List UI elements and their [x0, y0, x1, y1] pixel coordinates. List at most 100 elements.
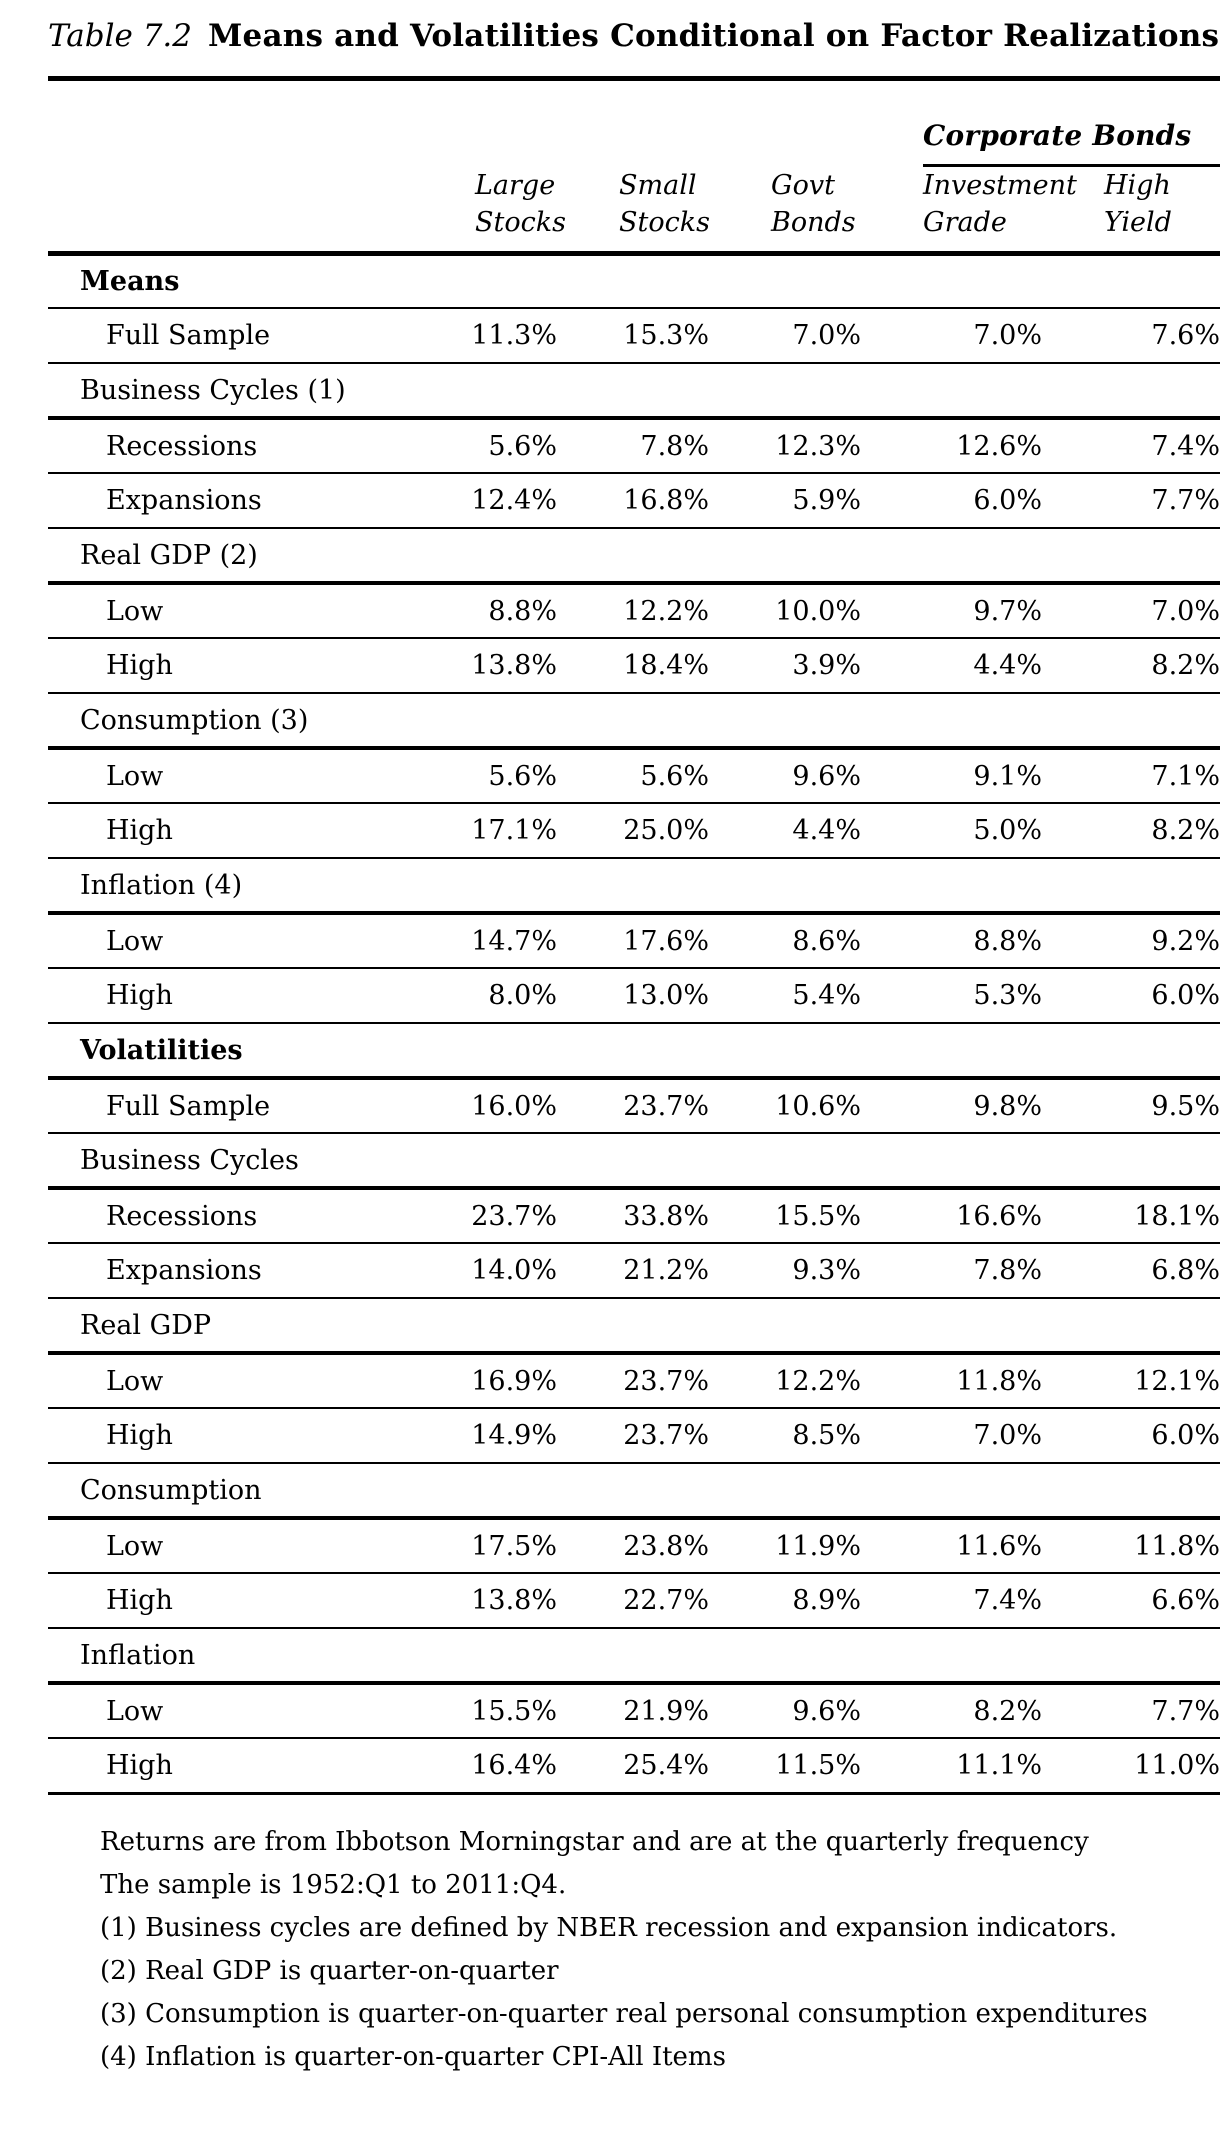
cell-value: 5.6% — [413, 418, 557, 474]
cell-value: 9.6% — [709, 1683, 861, 1739]
cell-value: 10.0% — [709, 583, 861, 639]
cell-value: 18.4% — [557, 638, 709, 694]
cell-value: 9.2% — [1042, 913, 1220, 969]
cell-value: 11.5% — [709, 1738, 861, 1795]
table-row-section: Volatilities — [48, 1023, 1220, 1080]
table-row-group: Real GDP — [48, 1298, 1220, 1355]
table-row-group: Inflation — [48, 1628, 1220, 1685]
cell-value: 17.1% — [413, 803, 557, 859]
cell-value: 11.6% — [861, 1518, 1042, 1574]
column-header-line2: Bonds — [771, 206, 856, 238]
row-label: Full Sample — [48, 1078, 413, 1134]
cell-value: 6.8% — [1042, 1243, 1220, 1299]
column-header-large-stocks: Large Stocks — [413, 166, 566, 256]
section-label: Means — [48, 253, 1220, 309]
cell-value: 11.3% — [413, 308, 557, 364]
cell-value: 15.5% — [709, 1188, 861, 1244]
cell-value: 7.0% — [861, 308, 1042, 364]
table-title-text: Means and Volatilities Conditional on Fa… — [208, 18, 1220, 54]
cell-value: 9.3% — [709, 1243, 861, 1299]
row-label: Expansions — [48, 473, 413, 529]
table-row-group: Inflation (4) — [48, 858, 1220, 915]
group-header-spacer — [48, 79, 861, 167]
cell-value: 8.5% — [709, 1408, 861, 1464]
table-row-data: Recessions 23.7% 33.8% 15.5% 16.6% 18.1% — [48, 1188, 1220, 1244]
cell-value: 7.8% — [557, 418, 709, 474]
group-label: Consumption (3) — [48, 693, 1220, 750]
column-header-line1: Govt — [771, 169, 835, 201]
column-header-line1: Small — [619, 169, 697, 201]
cell-value: 7.0% — [1042, 583, 1220, 639]
table-row-data: High 17.1% 25.0% 4.4% 5.0% 8.2% — [48, 803, 1220, 859]
row-label: High — [48, 803, 413, 859]
cell-value: 12.6% — [861, 418, 1042, 474]
row-label: Recessions — [48, 418, 413, 474]
cell-value: 5.0% — [861, 803, 1042, 859]
table-body: Means Full Sample 11.3% 15.3% 7.0% 7.0% 7.6% Bu… — [48, 253, 1220, 1795]
cell-value: 23.7% — [557, 1408, 709, 1464]
cell-value: 16.6% — [861, 1188, 1042, 1244]
row-label: High — [48, 1738, 413, 1795]
cell-value: 21.9% — [557, 1683, 709, 1739]
group-label: Inflation (4) — [48, 858, 1220, 915]
cell-value: 8.0% — [413, 968, 557, 1024]
row-label: High — [48, 1573, 413, 1629]
row-label: Low — [48, 583, 413, 639]
footnote-source: Returns are from Ibbotson Morningstar an… — [100, 1826, 1089, 1857]
cell-value: 14.7% — [413, 913, 557, 969]
table-row-data: Full Sample 11.3% 15.3% 7.0% 7.0% 7.6% — [48, 308, 1220, 364]
group-label: Inflation — [48, 1628, 1220, 1685]
table-row-data: High 13.8% 18.4% 3.9% 4.4% 8.2% — [48, 638, 1220, 694]
table-row-group: Business Cycles (1) — [48, 363, 1220, 420]
group-header-row: Corporate Bonds — [48, 79, 1220, 167]
table-row-data: Recessions 5.6% 7.8% 12.3% 12.6% 7.4% — [48, 418, 1220, 474]
group-label: Real GDP — [48, 1298, 1220, 1355]
cell-value: 12.4% — [413, 473, 557, 529]
cell-value: 25.0% — [557, 803, 709, 859]
table-title: Table 7.2 Means and Volatilities Conditio… — [48, 14, 1220, 58]
cell-value: 11.1% — [861, 1738, 1042, 1795]
cell-value: 9.8% — [861, 1078, 1042, 1134]
cell-value: 8.6% — [709, 913, 861, 969]
cell-value: 8.8% — [861, 913, 1042, 969]
table-number: Table 7.2 — [48, 18, 193, 54]
cell-value: 6.6% — [1042, 1573, 1220, 1629]
cell-value: 22.7% — [557, 1573, 709, 1629]
column-header-line2: Stocks — [475, 206, 566, 238]
cell-value: 15.5% — [413, 1683, 557, 1739]
cell-value: 7.0% — [709, 308, 861, 364]
cell-value: 33.8% — [557, 1188, 709, 1244]
row-label: Low — [48, 913, 413, 969]
column-header-line2: Stocks — [619, 206, 710, 238]
cell-value: 23.7% — [413, 1188, 557, 1244]
cell-value: 16.8% — [557, 473, 709, 529]
footnotes: Returns are from Ibbotson Morningstar an… — [100, 1821, 1220, 2079]
row-label: Recessions — [48, 1188, 413, 1244]
table-row-data: Full Sample 16.0% 23.7% 10.6% 9.8% 9.5% — [48, 1078, 1220, 1134]
row-label: Low — [48, 1518, 413, 1574]
corporate-bonds-group-label: Corporate Bonds — [923, 119, 1220, 167]
column-header-small-stocks: Small Stocks — [557, 166, 710, 256]
table-row-data: Low 8.8% 12.2% 10.0% 9.7% 7.0% — [48, 583, 1220, 639]
cell-value: 12.1% — [1042, 1353, 1220, 1409]
cell-value: 3.9% — [709, 638, 861, 694]
column-header-line1: Large — [475, 169, 556, 201]
table-row-data: Low 16.9% 23.7% 12.2% 11.8% 12.1% — [48, 1353, 1220, 1409]
footnote-sample: The sample is 1952:Q1 to 2011:Q4. — [100, 1869, 567, 1900]
cell-value: 16.0% — [413, 1078, 557, 1134]
cell-value: 9.5% — [1042, 1078, 1220, 1134]
table-row-group: Real GDP (2) — [48, 528, 1220, 585]
row-label: High — [48, 638, 413, 694]
column-header-govt-bonds: Govt Bonds — [709, 166, 861, 256]
cell-value: 11.9% — [709, 1518, 861, 1574]
table-header: Corporate Bonds Large Stocks Small Stock… — [48, 79, 1220, 256]
cell-value: 10.6% — [709, 1078, 861, 1134]
cell-value: 14.9% — [413, 1408, 557, 1464]
row-label-column-header — [48, 166, 413, 256]
table-row-data: Low 17.5% 23.8% 11.9% 11.6% 11.8% — [48, 1518, 1220, 1574]
table-row-data: High 14.9% 23.7% 8.5% 7.0% 6.0% — [48, 1408, 1220, 1464]
cell-value: 5.4% — [709, 968, 861, 1024]
cell-value: 6.0% — [1042, 1408, 1220, 1464]
column-header-high-yield: High Yield — [1042, 166, 1220, 256]
